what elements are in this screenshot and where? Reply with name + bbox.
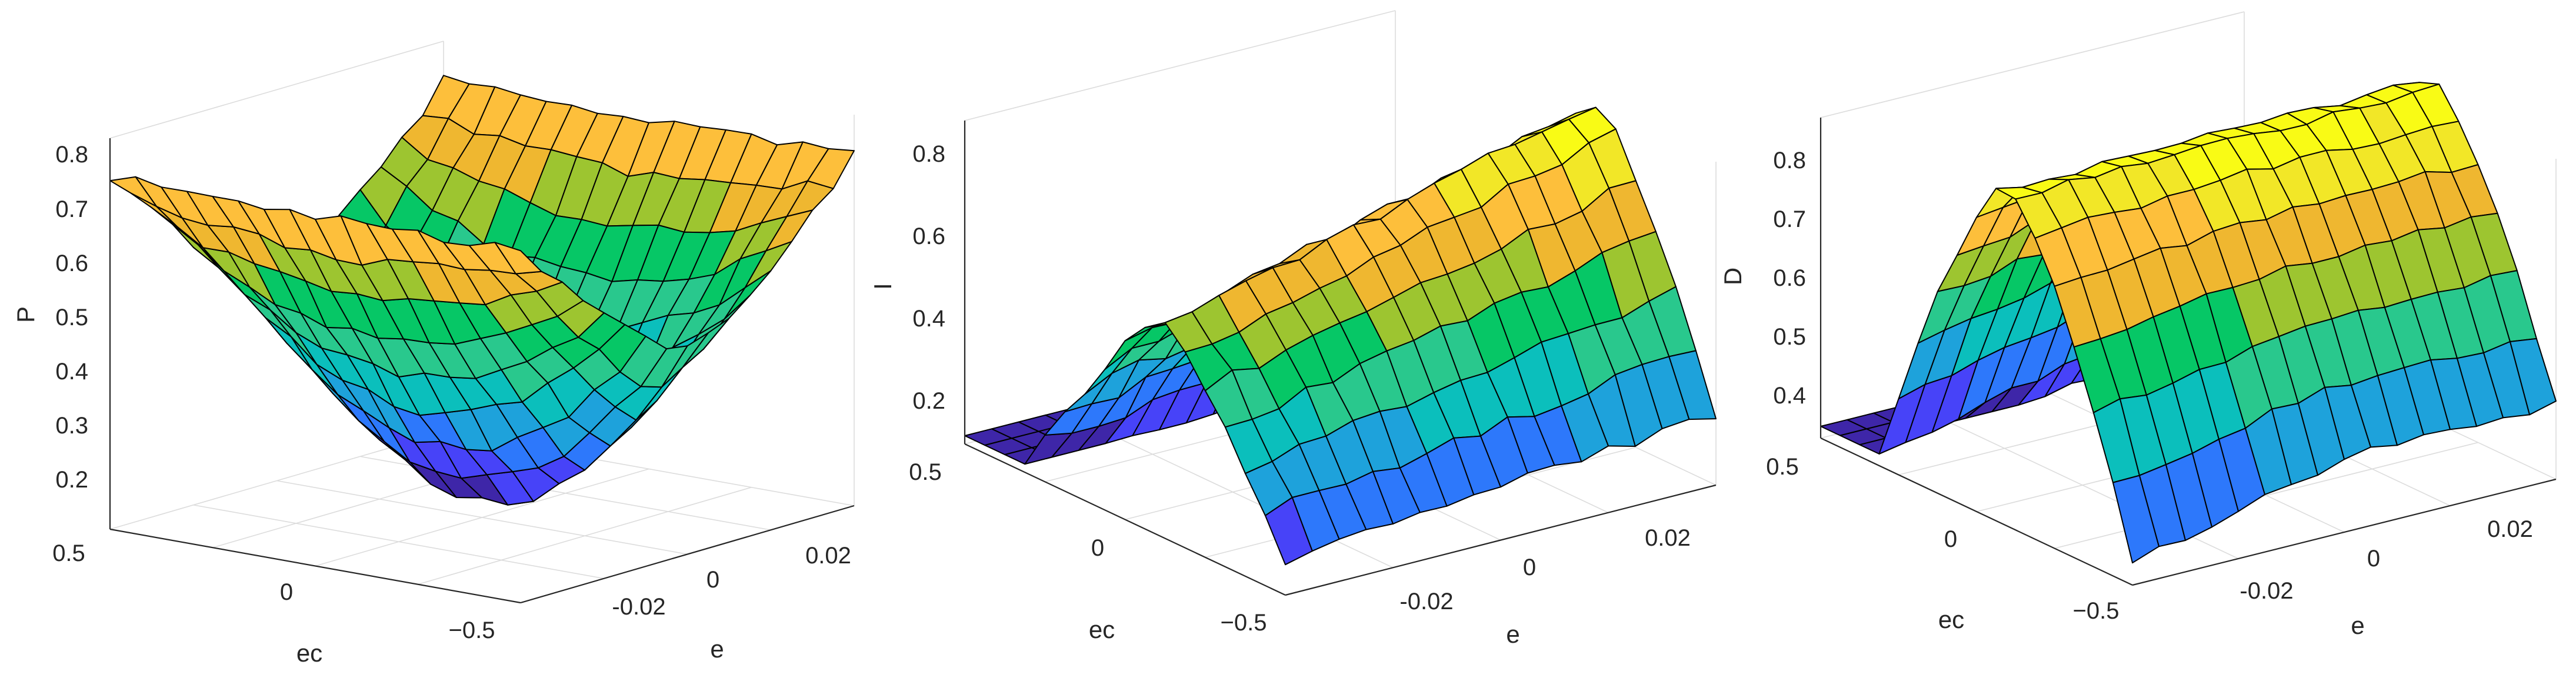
y-axis-label: ec (1089, 616, 1115, 643)
surface-mesh (109, 75, 855, 506)
y-axis-label: ec (1938, 606, 1964, 633)
grid-line (418, 486, 752, 585)
x-tick-label: -0.02 (612, 594, 665, 620)
x-axis-label: e (2351, 612, 2364, 639)
z-axis-label: I (869, 283, 897, 290)
y-tick-label: 0 (1944, 526, 1957, 552)
surface-mesh (964, 106, 1717, 566)
grid-line (109, 41, 444, 139)
x-axis-line (1285, 484, 1717, 596)
z-tick-label: 0.4 (55, 359, 88, 385)
axes (109, 138, 855, 604)
x-tick-label: 0 (1523, 555, 1536, 580)
z-tick-label: 0.6 (55, 251, 88, 276)
x-axis-label: e (1506, 620, 1519, 648)
x-tick-label: -0.02 (2240, 578, 2293, 604)
y-tick-label: −0.5 (1221, 610, 1267, 636)
axes (1819, 118, 2557, 586)
surface-facet (494, 242, 542, 275)
surface-plot-i: 0.2 0.4 0.6 0.8 0.5 0 −0.5 -0.02 0 0.02 … (869, 10, 1717, 648)
y-ticks: 0.5 0 −0.5 (1766, 454, 2119, 624)
surface-plot-p: 0.2 0.3 0.4 0.5 0.6 0.7 0.8 0.5 0 −0.5 -… (12, 41, 855, 667)
axes (964, 121, 1717, 596)
z-tick-label: 0.5 (1773, 324, 1806, 350)
z-tick-label: 0.3 (55, 413, 88, 439)
z-tick-label: 0.8 (1773, 148, 1806, 173)
z-tick-label: 0.6 (912, 223, 945, 249)
x-ticks: -0.02 0 0.02 (612, 543, 851, 620)
y-tick-label: −0.5 (449, 617, 495, 643)
y-tick-label: 0.5 (909, 459, 942, 485)
z-tick-label: 0.2 (55, 467, 88, 493)
x-ticks: -0.02 0 0.02 (2240, 516, 2533, 604)
z-ticks: 0.2 0.4 0.6 0.8 (912, 141, 945, 414)
y-tick-label: 0 (1091, 535, 1104, 561)
z-tick-label: 0.7 (1773, 206, 1806, 232)
z-tick-label: 0.4 (1773, 383, 1806, 409)
x-axis-line (520, 505, 855, 604)
grid-line (315, 468, 649, 567)
x-tick-label: 0 (707, 567, 719, 593)
x-ticks: -0.02 0 0.02 (1399, 525, 1691, 614)
x-axis-line (2132, 478, 2557, 586)
x-axis-label: e (710, 635, 724, 663)
z-ticks: 0.4 0.5 0.6 0.7 0.8 (1773, 148, 1806, 409)
y-axis-line (109, 528, 521, 604)
grid-line (1820, 11, 2245, 118)
z-tick-label: 0.5 (55, 305, 88, 330)
x-tick-label: 0 (2367, 546, 2380, 572)
surface-plot-d: 0.4 0.5 0.6 0.7 0.8 0.5 0 −0.5 -0.02 0 0… (1719, 11, 2557, 639)
x-tick-label: 0.02 (805, 543, 851, 569)
x-tick-label: 0.02 (2487, 516, 2533, 542)
grid-line (964, 10, 1396, 121)
z-tick-label: 0.6 (1773, 265, 1806, 291)
z-tick-label: 0.8 (55, 142, 88, 168)
z-axis-label: P (12, 306, 39, 323)
z-tick-label: 0.2 (912, 388, 945, 414)
x-tick-label: -0.02 (1399, 589, 1453, 614)
z-axis-label: D (1719, 268, 1747, 285)
surface-mesh (1820, 82, 2557, 564)
y-tick-label: 0.5 (1766, 454, 1799, 480)
y-ticks: 0.5 0 −0.5 (52, 540, 495, 643)
surface-facet (1264, 497, 1313, 566)
z-tick-label: 0.7 (55, 196, 88, 222)
surface-facet (2112, 475, 2160, 564)
y-ticks: 0.5 0 −0.5 (909, 459, 1267, 636)
z-tick-label: 0.4 (912, 306, 945, 332)
y-tick-label: 0 (280, 579, 293, 605)
y-tick-label: −0.5 (2073, 598, 2120, 624)
y-axis-label: ec (296, 639, 322, 667)
y-tick-label: 0.5 (52, 540, 85, 566)
y-axis-line (1820, 437, 2133, 586)
y-axis-line (964, 443, 1286, 596)
z-tick-label: 0.8 (912, 141, 945, 167)
x-tick-label: 0.02 (1645, 525, 1691, 551)
z-ticks: 0.2 0.3 0.4 0.5 0.6 0.7 0.8 (55, 142, 88, 493)
